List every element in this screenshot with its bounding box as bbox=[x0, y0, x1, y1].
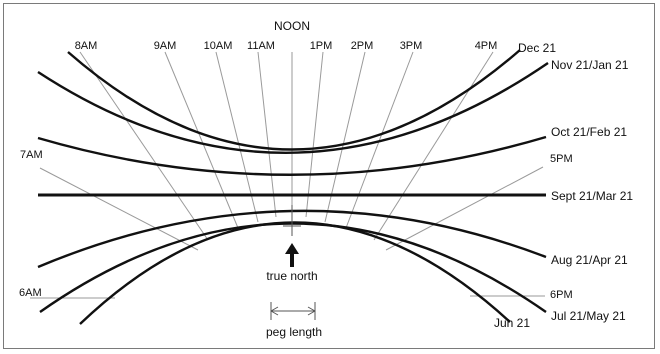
peg-arrow-right-icon bbox=[307, 306, 316, 316]
hour-label-2pm: 2PM bbox=[351, 40, 374, 52]
date-label-sep-mar: Sept 21/Mar 21 bbox=[551, 189, 633, 203]
hour-label-9am: 9AM bbox=[154, 40, 177, 52]
peg-arrow-left-icon bbox=[270, 306, 279, 316]
curve-jul-may bbox=[39, 222, 547, 313]
curve-jun-21 bbox=[79, 221, 511, 325]
curve-dec-21 bbox=[67, 49, 521, 151]
hour-label-4pm: 4PM bbox=[475, 40, 498, 52]
hour-label-1pm: 1PM bbox=[310, 40, 333, 52]
hour-line-3pm bbox=[345, 51, 414, 229]
peg-length-bracket bbox=[270, 302, 316, 320]
peg-length-label: peg length bbox=[266, 325, 322, 339]
hour-label-5pm: 5PM bbox=[550, 153, 573, 165]
true-north-label: true north bbox=[266, 269, 317, 283]
noon-label: NOON bbox=[274, 19, 310, 33]
hour-line-1pm bbox=[305, 51, 324, 218]
hour-line-8am bbox=[79, 51, 209, 241]
hour-line-5pm bbox=[385, 166, 544, 251]
date-label-nov-jan: Nov 21/Jan 21 bbox=[551, 58, 629, 72]
date-label-aug-apr: Aug 21/Apr 21 bbox=[551, 253, 628, 267]
gnomon-marker bbox=[283, 205, 301, 267]
annotation-labels: true north peg length bbox=[266, 269, 322, 339]
hour-label-8am: 8AM bbox=[75, 40, 98, 52]
diagram-frame bbox=[3, 3, 655, 349]
date-label-jul-may: Jul 21/May 21 bbox=[551, 309, 626, 323]
hour-line-4pm bbox=[373, 51, 494, 241]
north-arrow-icon bbox=[285, 243, 299, 267]
date-label-oct-feb: Oct 21/Feb 21 bbox=[551, 125, 627, 139]
date-curves bbox=[37, 49, 549, 325]
hour-line-9am bbox=[164, 51, 239, 229]
date-labels: Dec 21 Nov 21/Jan 21 Oct 21/Feb 21 Sept … bbox=[494, 41, 633, 330]
hour-label-6am: 6AM bbox=[19, 287, 42, 299]
hour-line-7am bbox=[39, 167, 199, 251]
hour-label-3pm: 3PM bbox=[400, 40, 423, 52]
hour-label-10am: 10AM bbox=[204, 40, 233, 52]
hour-lines bbox=[30, 51, 545, 299]
hour-label-6pm: 6PM bbox=[550, 289, 573, 301]
hour-label-7am: 7AM bbox=[20, 149, 43, 161]
hour-label-11am: 11AM bbox=[247, 40, 275, 52]
curve-oct-feb bbox=[37, 135, 547, 176]
curve-nov-jan bbox=[37, 62, 549, 154]
date-label-jun: Jun 21 bbox=[494, 316, 530, 330]
hour-line-11am bbox=[257, 51, 277, 218]
hour-labels: NOON 8AM 9AM 10AM 11AM 1PM 2PM 3PM 4PM 7… bbox=[19, 19, 573, 301]
date-label-dec: Dec 21 bbox=[518, 41, 556, 55]
